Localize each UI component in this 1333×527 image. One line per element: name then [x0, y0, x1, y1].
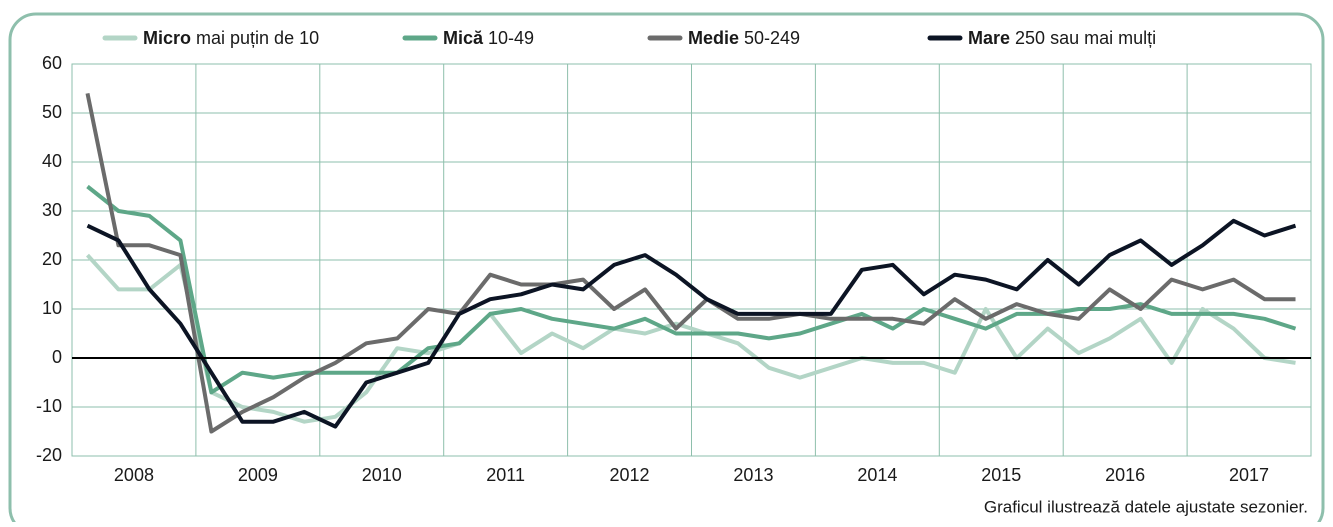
x-tick-label: 2016: [1105, 465, 1145, 485]
legend-label: Mare 250 sau mai mulți: [968, 28, 1156, 48]
x-tick-label: 2013: [733, 465, 773, 485]
y-tick-label: -20: [36, 445, 62, 465]
legend-label-rest: 50-249: [739, 28, 800, 48]
x-tick-label: 2012: [610, 465, 650, 485]
y-tick-label: 50: [42, 102, 62, 122]
legend-label-bold: Micro: [143, 28, 191, 48]
legend-label-bold: Mică: [443, 28, 484, 48]
x-tick-label: 2011: [486, 465, 525, 485]
y-tick-label: -10: [36, 396, 62, 416]
x-tick-label: 2008: [114, 465, 154, 485]
y-tick-label: 0: [52, 347, 62, 367]
series-line: [85, 93, 1296, 434]
y-tick-label: 60: [42, 53, 62, 73]
series-line: [86, 218, 1297, 429]
legend-label-rest: mai puțin de 10: [191, 28, 319, 48]
legend-label-bold: Mare: [968, 28, 1010, 48]
x-tick-label: 2010: [362, 465, 402, 485]
y-tick-label: 40: [42, 151, 62, 171]
legend-label-rest: 10-49: [483, 28, 534, 48]
x-tick-label: 2015: [981, 465, 1021, 485]
legend-label: Medie 50-249: [688, 28, 800, 48]
x-tick-label: 2014: [857, 465, 897, 485]
y-tick-label: 20: [42, 249, 62, 269]
legend-label: Micro mai puțin de 10: [143, 28, 319, 48]
legend-label-bold: Medie: [688, 28, 739, 48]
legend-label: Mică 10-49: [443, 28, 534, 48]
y-tick-label: 10: [42, 298, 62, 318]
x-tick-label: 2017: [1229, 465, 1269, 485]
series-line: [86, 184, 1297, 395]
frame: [8, 12, 1325, 527]
y-tick-label: 30: [42, 200, 62, 220]
x-tick-label: 2009: [238, 465, 278, 485]
legend-label-rest: 250 sau mai mulți: [1010, 28, 1156, 48]
note: Graficul ilustrează datele ajustate sezo…: [984, 497, 1308, 516]
